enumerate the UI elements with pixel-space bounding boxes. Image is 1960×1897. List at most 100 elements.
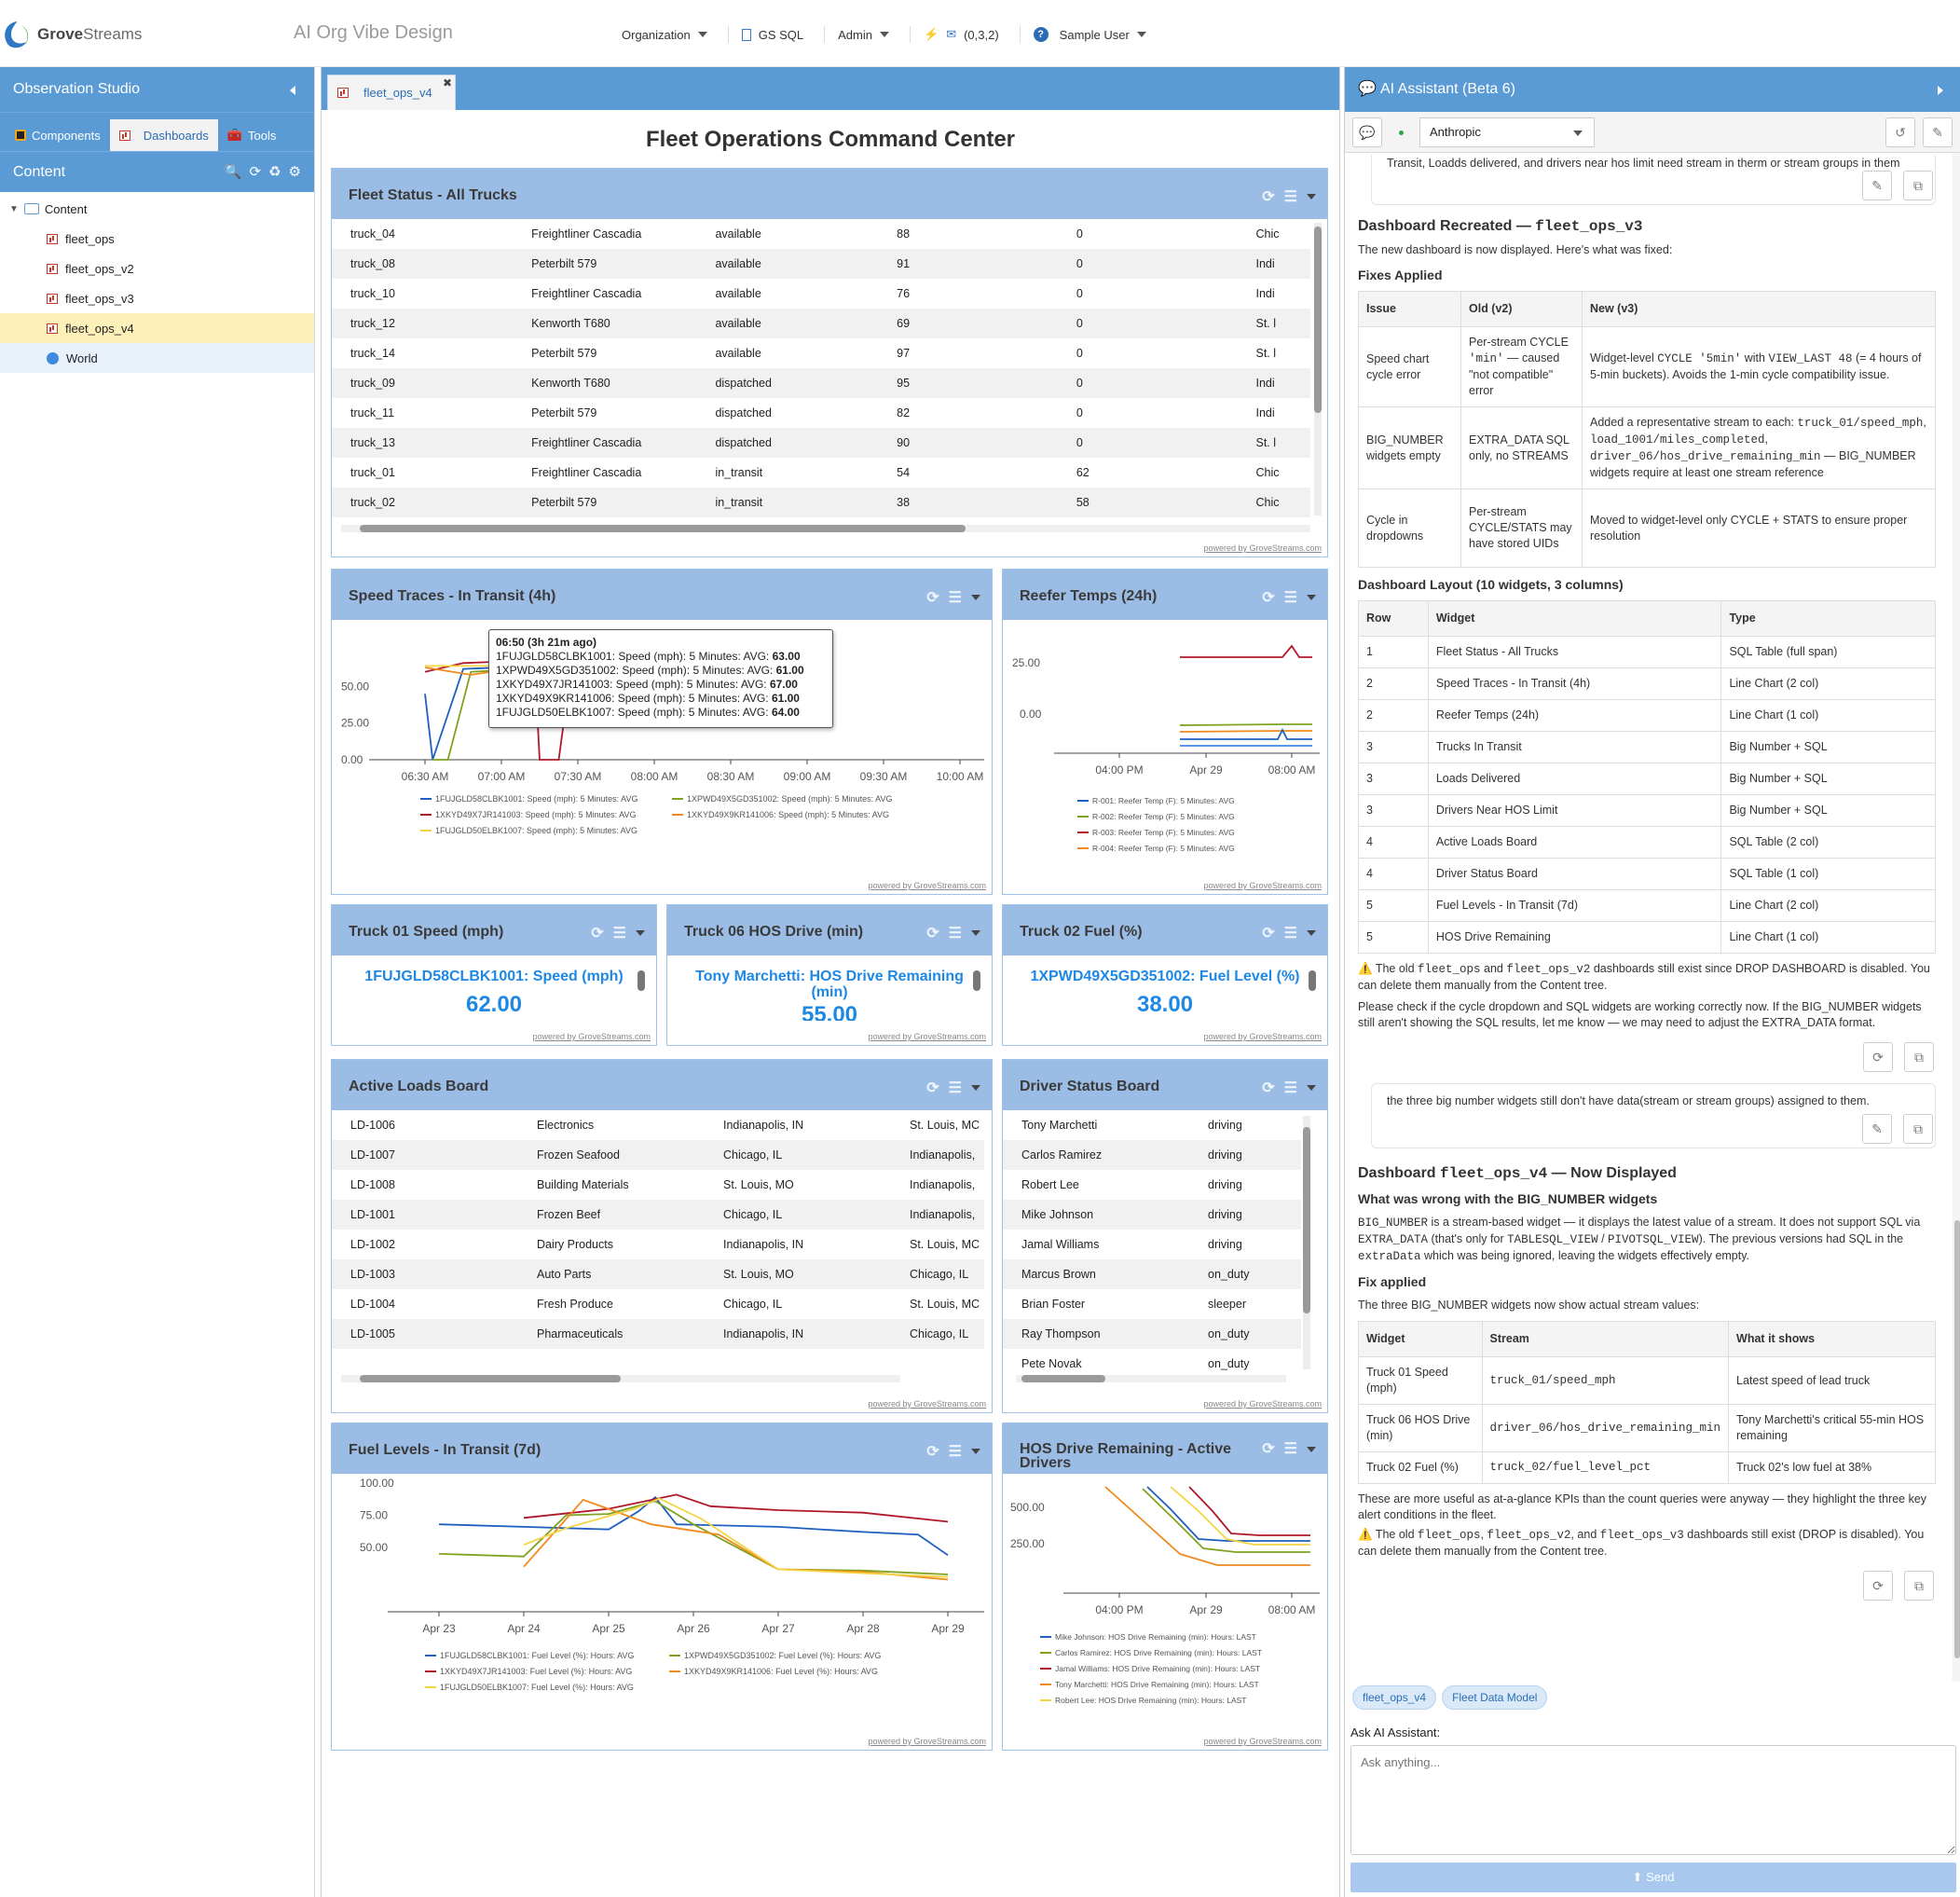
table-row[interactable]: LD-1005 Pharmaceuticals Indianapolis, IN Ch… — [332, 1319, 984, 1349]
table-row[interactable]: truck_14 Peterbilt 579 available 97 0 St. l — [332, 338, 1310, 368]
refresh-icon[interactable]: ⟳ — [926, 590, 939, 606]
table-row[interactable]: truck_04 Freightliner Cascadia available 88… — [332, 219, 1310, 249]
chevron-down-icon[interactable] — [1307, 1446, 1316, 1452]
copy-icon[interactable]: ⧉ — [1903, 171, 1933, 200]
copy-icon[interactable]: ⧉ — [1904, 1571, 1934, 1601]
chat-scrollbar[interactable] — [1953, 153, 1960, 1682]
chevron-down-icon[interactable] — [1307, 595, 1316, 600]
table-row[interactable]: Marcus Brown on_duty — [1003, 1259, 1301, 1289]
gear-icon[interactable]: ⚙ — [288, 164, 301, 180]
table-row[interactable]: truck_09 Kenworth T680 dispatched 95 0 Indi — [332, 368, 1310, 398]
menu-icon[interactable]: ☰ — [1283, 1080, 1297, 1096]
table-row[interactable]: truck_02 Peterbilt 579 in_transit 38 58 Chic — [332, 488, 1310, 517]
table-row[interactable]: LD-1004 Fresh Produce Chicago, IL St. Louis… — [332, 1289, 984, 1319]
powered-by-link[interactable]: powered by GroveStreams.com — [868, 1737, 986, 1746]
powered-by-link[interactable]: powered by GroveStreams.com — [532, 1032, 651, 1041]
chevron-down-icon[interactable] — [971, 1085, 980, 1091]
chevron-down-icon[interactable] — [1307, 1085, 1316, 1091]
menu-icon[interactable]: ☰ — [612, 926, 626, 942]
table-row[interactable]: LD-1008 Building Materials St. Louis, MO In… — [332, 1170, 984, 1200]
menu-icon[interactable]: ☰ — [1283, 926, 1297, 942]
menu-icon[interactable]: ☰ — [1283, 189, 1297, 205]
table-row[interactable]: Tony Marchetti driving — [1003, 1110, 1301, 1140]
table-row[interactable]: Jamal Williams driving — [1003, 1230, 1301, 1259]
scroll-thumb[interactable] — [973, 970, 980, 991]
vertical-scrollbar[interactable] — [637, 963, 645, 1024]
regenerate-icon[interactable]: ⟳ — [1863, 1571, 1893, 1601]
horizontal-scrollbar[interactable] — [1016, 1375, 1286, 1382]
refresh-icon[interactable]: ⟳ — [591, 926, 604, 942]
hos-line-chart[interactable]: 500.00 250.00 04:00 PM Apr 29 08:00 AM Mike J… — [1003, 1474, 1327, 1731]
chat-history-icon[interactable]: 💬 — [1352, 117, 1382, 147]
powered-by-link[interactable]: powered by GroveStreams.com — [1203, 1032, 1322, 1041]
table-row[interactable]: LD-1003 Auto Parts St. Louis, MO Chicago, I… — [332, 1259, 984, 1289]
table-row[interactable]: LD-1002 Dairy Products Indianapolis, IN St.… — [332, 1230, 984, 1259]
table-row[interactable]: Ray Thompson on_duty — [1003, 1319, 1301, 1349]
powered-by-link[interactable]: powered by GroveStreams.com — [868, 1032, 986, 1041]
scroll-thumb[interactable] — [1021, 1375, 1105, 1382]
tree-item-world[interactable]: World — [0, 343, 314, 373]
collapse-right-icon[interactable] — [1938, 86, 1943, 95]
powered-by-link[interactable]: powered by GroveStreams.com — [868, 1399, 986, 1409]
speed-line-chart[interactable]: 0.00 25.00 50.00 06:30 AM 07:00 AM 07:30 AM 08… — [332, 620, 992, 872]
scroll-thumb[interactable] — [1314, 227, 1322, 413]
tab-dashboards[interactable]: Dashboards — [109, 119, 218, 151]
recycle-icon[interactable]: ♻ — [268, 164, 281, 180]
tree-item-fleet-ops-v4[interactable]: fleet_ops_v4 — [0, 313, 314, 343]
table-row[interactable]: truck_11 Peterbilt 579 dispatched 82 0 Indi — [332, 398, 1310, 428]
expand-icon[interactable]: ▼ — [9, 203, 19, 214]
table-row[interactable]: Brian Foster sleeper — [1003, 1289, 1301, 1319]
close-icon[interactable]: ✖ — [442, 76, 452, 89]
edit-icon[interactable]: ✎ — [1862, 1114, 1892, 1144]
vertical-scrollbar[interactable] — [1303, 1116, 1310, 1369]
organization-menu[interactable]: Organization — [622, 28, 707, 42]
copy-icon[interactable]: ⧉ — [1904, 1042, 1934, 1072]
chevron-down-icon[interactable] — [971, 595, 980, 600]
powered-by-link[interactable]: powered by GroveStreams.com — [868, 881, 986, 890]
refresh-icon[interactable]: ⟳ — [1262, 926, 1275, 942]
help-icon[interactable]: ? — [1033, 27, 1049, 42]
refresh-icon[interactable]: ⟳ — [249, 164, 262, 180]
provider-select[interactable]: Anthropic — [1419, 117, 1595, 147]
tree-item-fleet-ops-v2[interactable]: fleet_ops_v2 — [0, 254, 314, 283]
context-chip[interactable]: fleet_ops_v4 — [1352, 1685, 1437, 1710]
powered-by-link[interactable]: powered by GroveStreams.com — [1203, 881, 1322, 890]
admin-menu[interactable]: Admin — [838, 28, 889, 42]
refresh-icon[interactable]: ⟳ — [926, 926, 939, 942]
table-row[interactable]: truck_08 Peterbilt 579 available 91 0 Indi — [332, 249, 1310, 279]
table-row[interactable]: Carlos Ramirez driving — [1003, 1140, 1301, 1170]
menu-icon[interactable]: ☰ — [1283, 1441, 1297, 1457]
edit-icon[interactable]: ✎ — [1923, 117, 1953, 147]
refresh-icon[interactable]: ⟳ — [1262, 189, 1275, 205]
vertical-scrollbar[interactable] — [1309, 963, 1316, 1024]
table-row[interactable]: Robert Lee driving — [1003, 1170, 1301, 1200]
horizontal-scrollbar[interactable] — [341, 1375, 900, 1382]
table-row[interactable]: truck_01 Freightliner Cascadia in_transit 5… — [332, 458, 1310, 488]
refresh-icon[interactable]: ⟳ — [1262, 1080, 1275, 1096]
tree-item-fleet-ops-v3[interactable]: fleet_ops_v3 — [0, 283, 314, 313]
chevron-down-icon[interactable] — [971, 930, 980, 936]
notifications-button[interactable]: ⚡ ✉ (0,3,2) — [924, 27, 999, 42]
search-icon[interactable]: 🔍 — [224, 164, 242, 180]
refresh-icon[interactable]: ⟳ — [926, 1080, 939, 1096]
table-row[interactable]: truck_10 Freightliner Cascadia available 76… — [332, 279, 1310, 309]
horizontal-scrollbar[interactable] — [341, 525, 1310, 532]
chevron-down-icon[interactable] — [1307, 194, 1316, 199]
powered-by-link[interactable]: powered by GroveStreams.com — [1203, 543, 1322, 553]
fuel-line-chart[interactable]: 50.00 75.00 100.00 Apr 23 Apr 24 Apr 25 Apr 26… — [332, 1474, 992, 1731]
table-row[interactable]: Mike Johnson driving — [1003, 1200, 1301, 1230]
ask-input[interactable] — [1350, 1745, 1956, 1855]
user-menu[interactable]: ? Sample User — [1033, 27, 1146, 42]
table-row[interactable]: truck_13 Freightliner Cascadia dispatched 9… — [332, 428, 1310, 458]
chevron-down-icon[interactable] — [971, 1449, 980, 1454]
table-row[interactable]: Pete Novak on_duty — [1003, 1349, 1301, 1379]
tree-root-content[interactable]: ▼ Content — [0, 194, 314, 224]
menu-icon[interactable]: ☰ — [948, 926, 962, 942]
vertical-scrollbar[interactable] — [973, 963, 980, 1024]
vertical-scrollbar[interactable] — [1314, 223, 1322, 515]
scroll-thumb[interactable] — [1309, 970, 1316, 991]
history-icon[interactable]: ↺ — [1885, 117, 1915, 147]
chevron-down-icon[interactable] — [1307, 930, 1316, 936]
menu-icon[interactable]: ☰ — [948, 590, 962, 606]
powered-by-link[interactable]: powered by GroveStreams.com — [1203, 1399, 1322, 1409]
